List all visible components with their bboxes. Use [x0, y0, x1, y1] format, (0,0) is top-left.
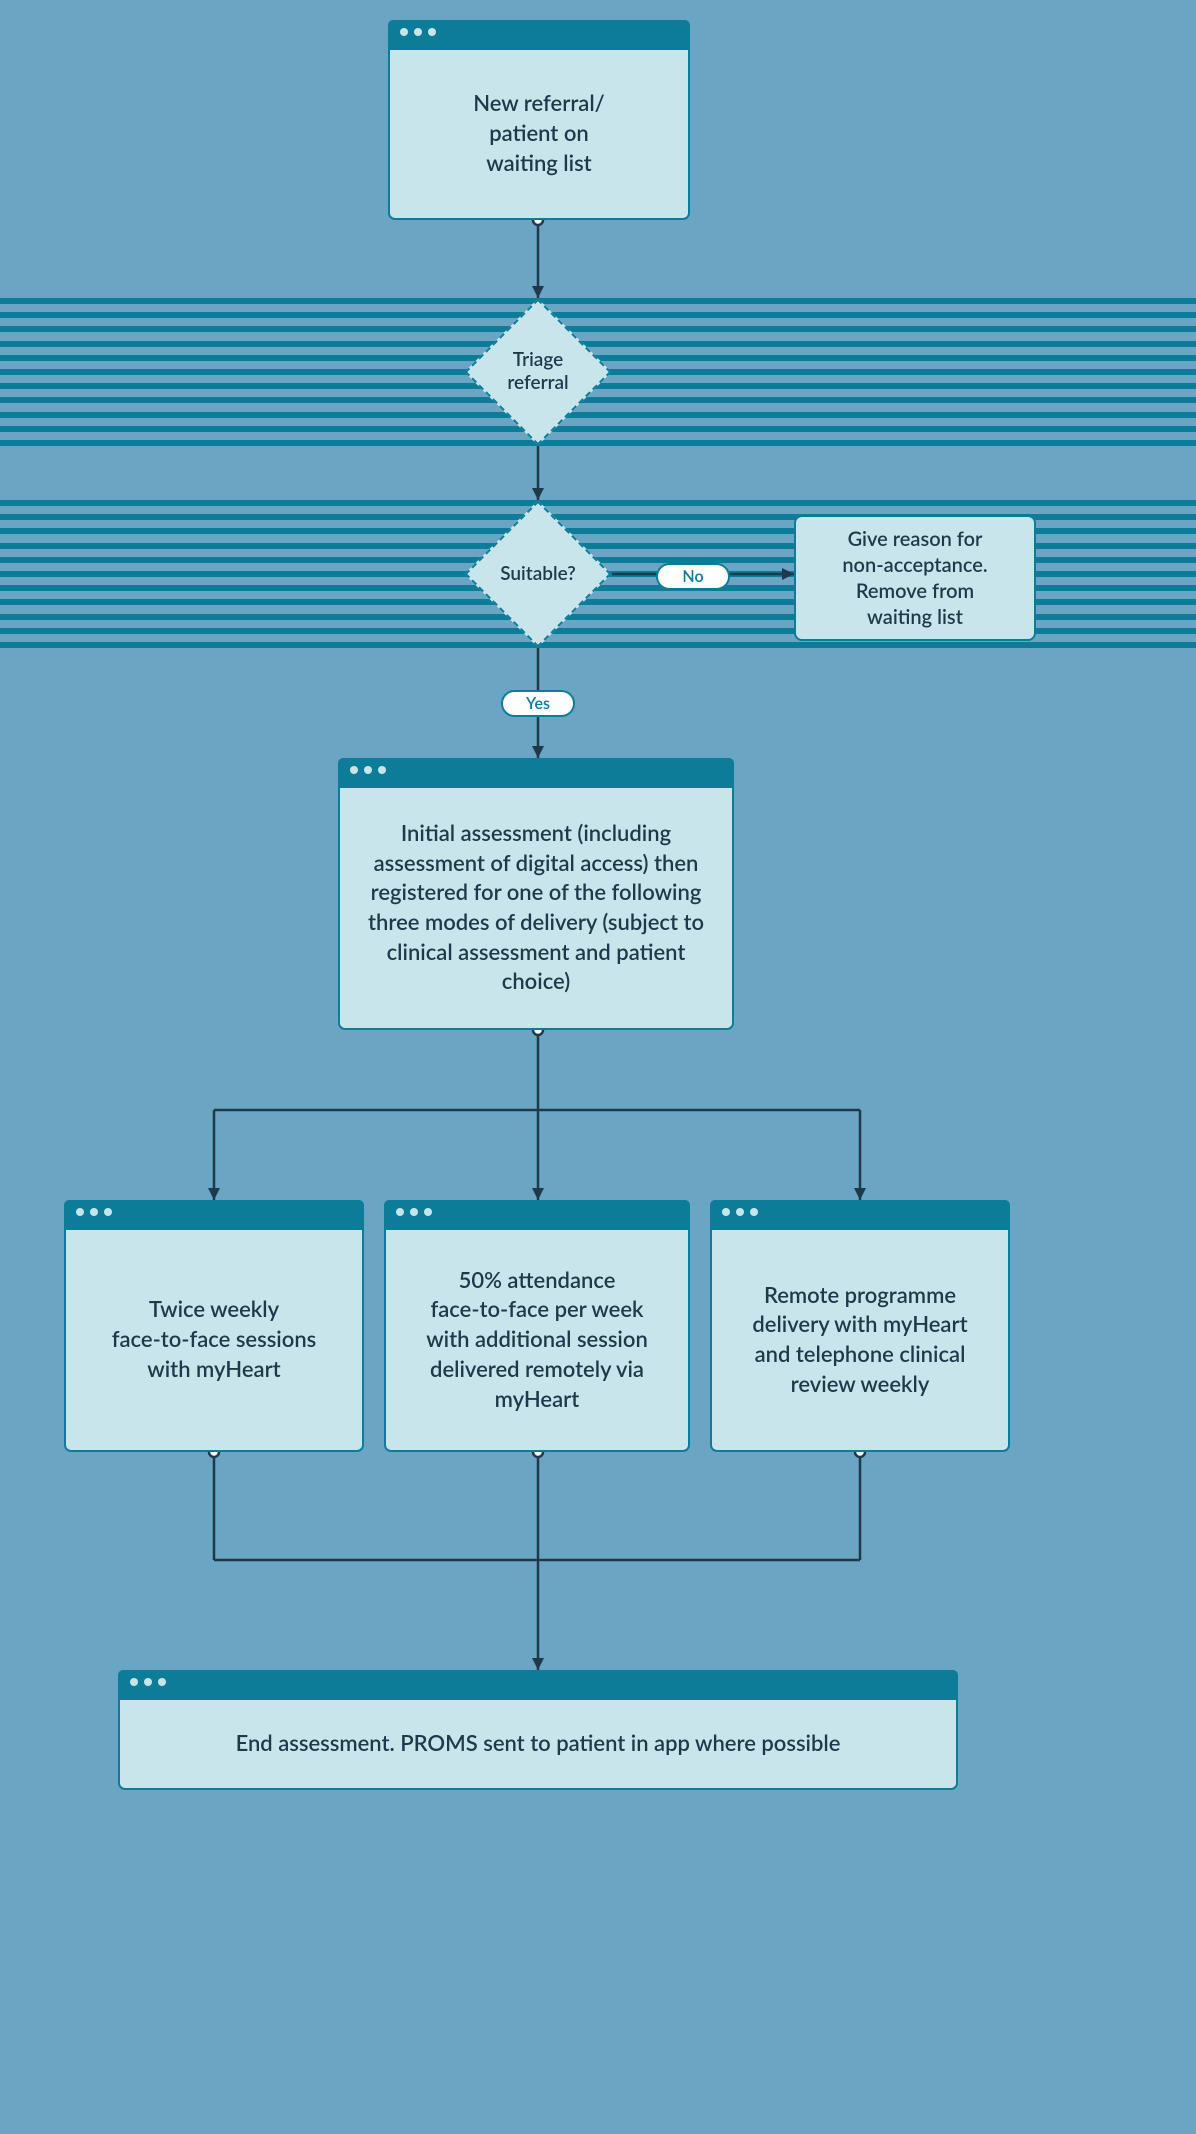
window-dots-icon — [76, 1208, 112, 1216]
node-reject: Give reason fornon-acceptance.Remove fro… — [794, 515, 1036, 641]
window-dots-icon — [722, 1208, 758, 1216]
node-assess: Initial assessment (including assessment… — [338, 758, 734, 1030]
node-mode2: 50% attendanceface-to-face per weekwith … — [384, 1200, 690, 1452]
node-start: New referral/patient onwaiting list — [388, 20, 690, 220]
window-titlebar — [64, 1200, 364, 1230]
node-mode1-text: Twice weeklyface-to-face sessionswith my… — [66, 1230, 362, 1448]
edge-label-no: No — [656, 563, 730, 590]
node-end-text: End assessment. PROMS sent to patient in… — [120, 1700, 956, 1786]
window-dots-icon — [396, 1208, 432, 1216]
node-triage: Triagereferral — [464, 298, 612, 446]
window-titlebar — [384, 1200, 690, 1230]
node-mode3-text: Remote programmedelivery with myHeartand… — [712, 1230, 1008, 1448]
node-assess-text: Initial assessment (including assessment… — [340, 788, 732, 1026]
window-titlebar — [118, 1670, 958, 1700]
edge-label-yes: Yes — [501, 690, 575, 717]
node-mode1: Twice weeklyface-to-face sessionswith my… — [64, 1200, 364, 1452]
window-titlebar — [388, 20, 690, 50]
node-mode2-text: 50% attendanceface-to-face per weekwith … — [386, 1230, 688, 1448]
node-reject-text: Give reason fornon-acceptance.Remove fro… — [842, 526, 987, 630]
window-dots-icon — [400, 28, 436, 36]
node-suitable: Suitable? — [464, 500, 612, 648]
node-start-text: New referral/patient onwaiting list — [390, 50, 688, 216]
flowchart-canvas: New referral/patient onwaiting list Tria… — [0, 0, 1196, 2134]
window-titlebar — [338, 758, 734, 788]
window-dots-icon — [350, 766, 386, 774]
node-mode3: Remote programmedelivery with myHeartand… — [710, 1200, 1010, 1452]
window-titlebar — [710, 1200, 1010, 1230]
node-end: End assessment. PROMS sent to patient in… — [118, 1670, 958, 1790]
window-dots-icon — [130, 1678, 166, 1686]
